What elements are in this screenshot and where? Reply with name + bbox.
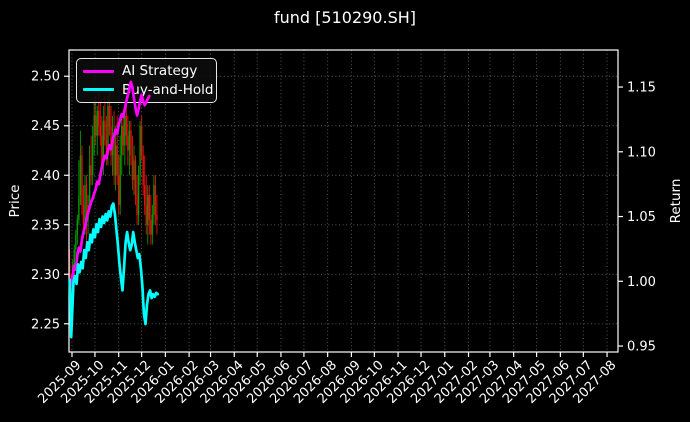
legend: AI Strategy Buy-and-Hold bbox=[76, 58, 217, 103]
price-tick-label: 2.30 bbox=[31, 268, 60, 283]
legend-label: AI Strategy bbox=[122, 63, 198, 80]
price-tick-label: 2.25 bbox=[31, 317, 60, 332]
price-tick-label: 2.45 bbox=[31, 119, 60, 134]
legend-item-buy-and-hold: Buy-and-Hold bbox=[77, 82, 216, 98]
chart-title: fund [510290.SH] bbox=[274, 8, 416, 27]
return-tick-label: 1.00 bbox=[627, 275, 656, 290]
price-tick-label: 2.40 bbox=[31, 169, 60, 184]
legend-item-ai-strategy: AI Strategy bbox=[77, 63, 216, 79]
ai-strategy-line-icon bbox=[83, 69, 114, 74]
legend-label: Buy-and-Hold bbox=[122, 81, 214, 98]
price-tick-label: 2.35 bbox=[31, 218, 60, 233]
price-tick-label: 2.50 bbox=[31, 70, 60, 85]
return-tick-label: 1.05 bbox=[627, 210, 656, 225]
grid bbox=[69, 50, 618, 352]
candlestick-series bbox=[68, 91, 158, 337]
return-tick-label: 1.15 bbox=[627, 81, 656, 96]
return-tick-label: 1.10 bbox=[627, 145, 656, 160]
buy-and-hold-line-icon bbox=[83, 87, 114, 92]
return-tick-label: 0.95 bbox=[627, 340, 656, 355]
